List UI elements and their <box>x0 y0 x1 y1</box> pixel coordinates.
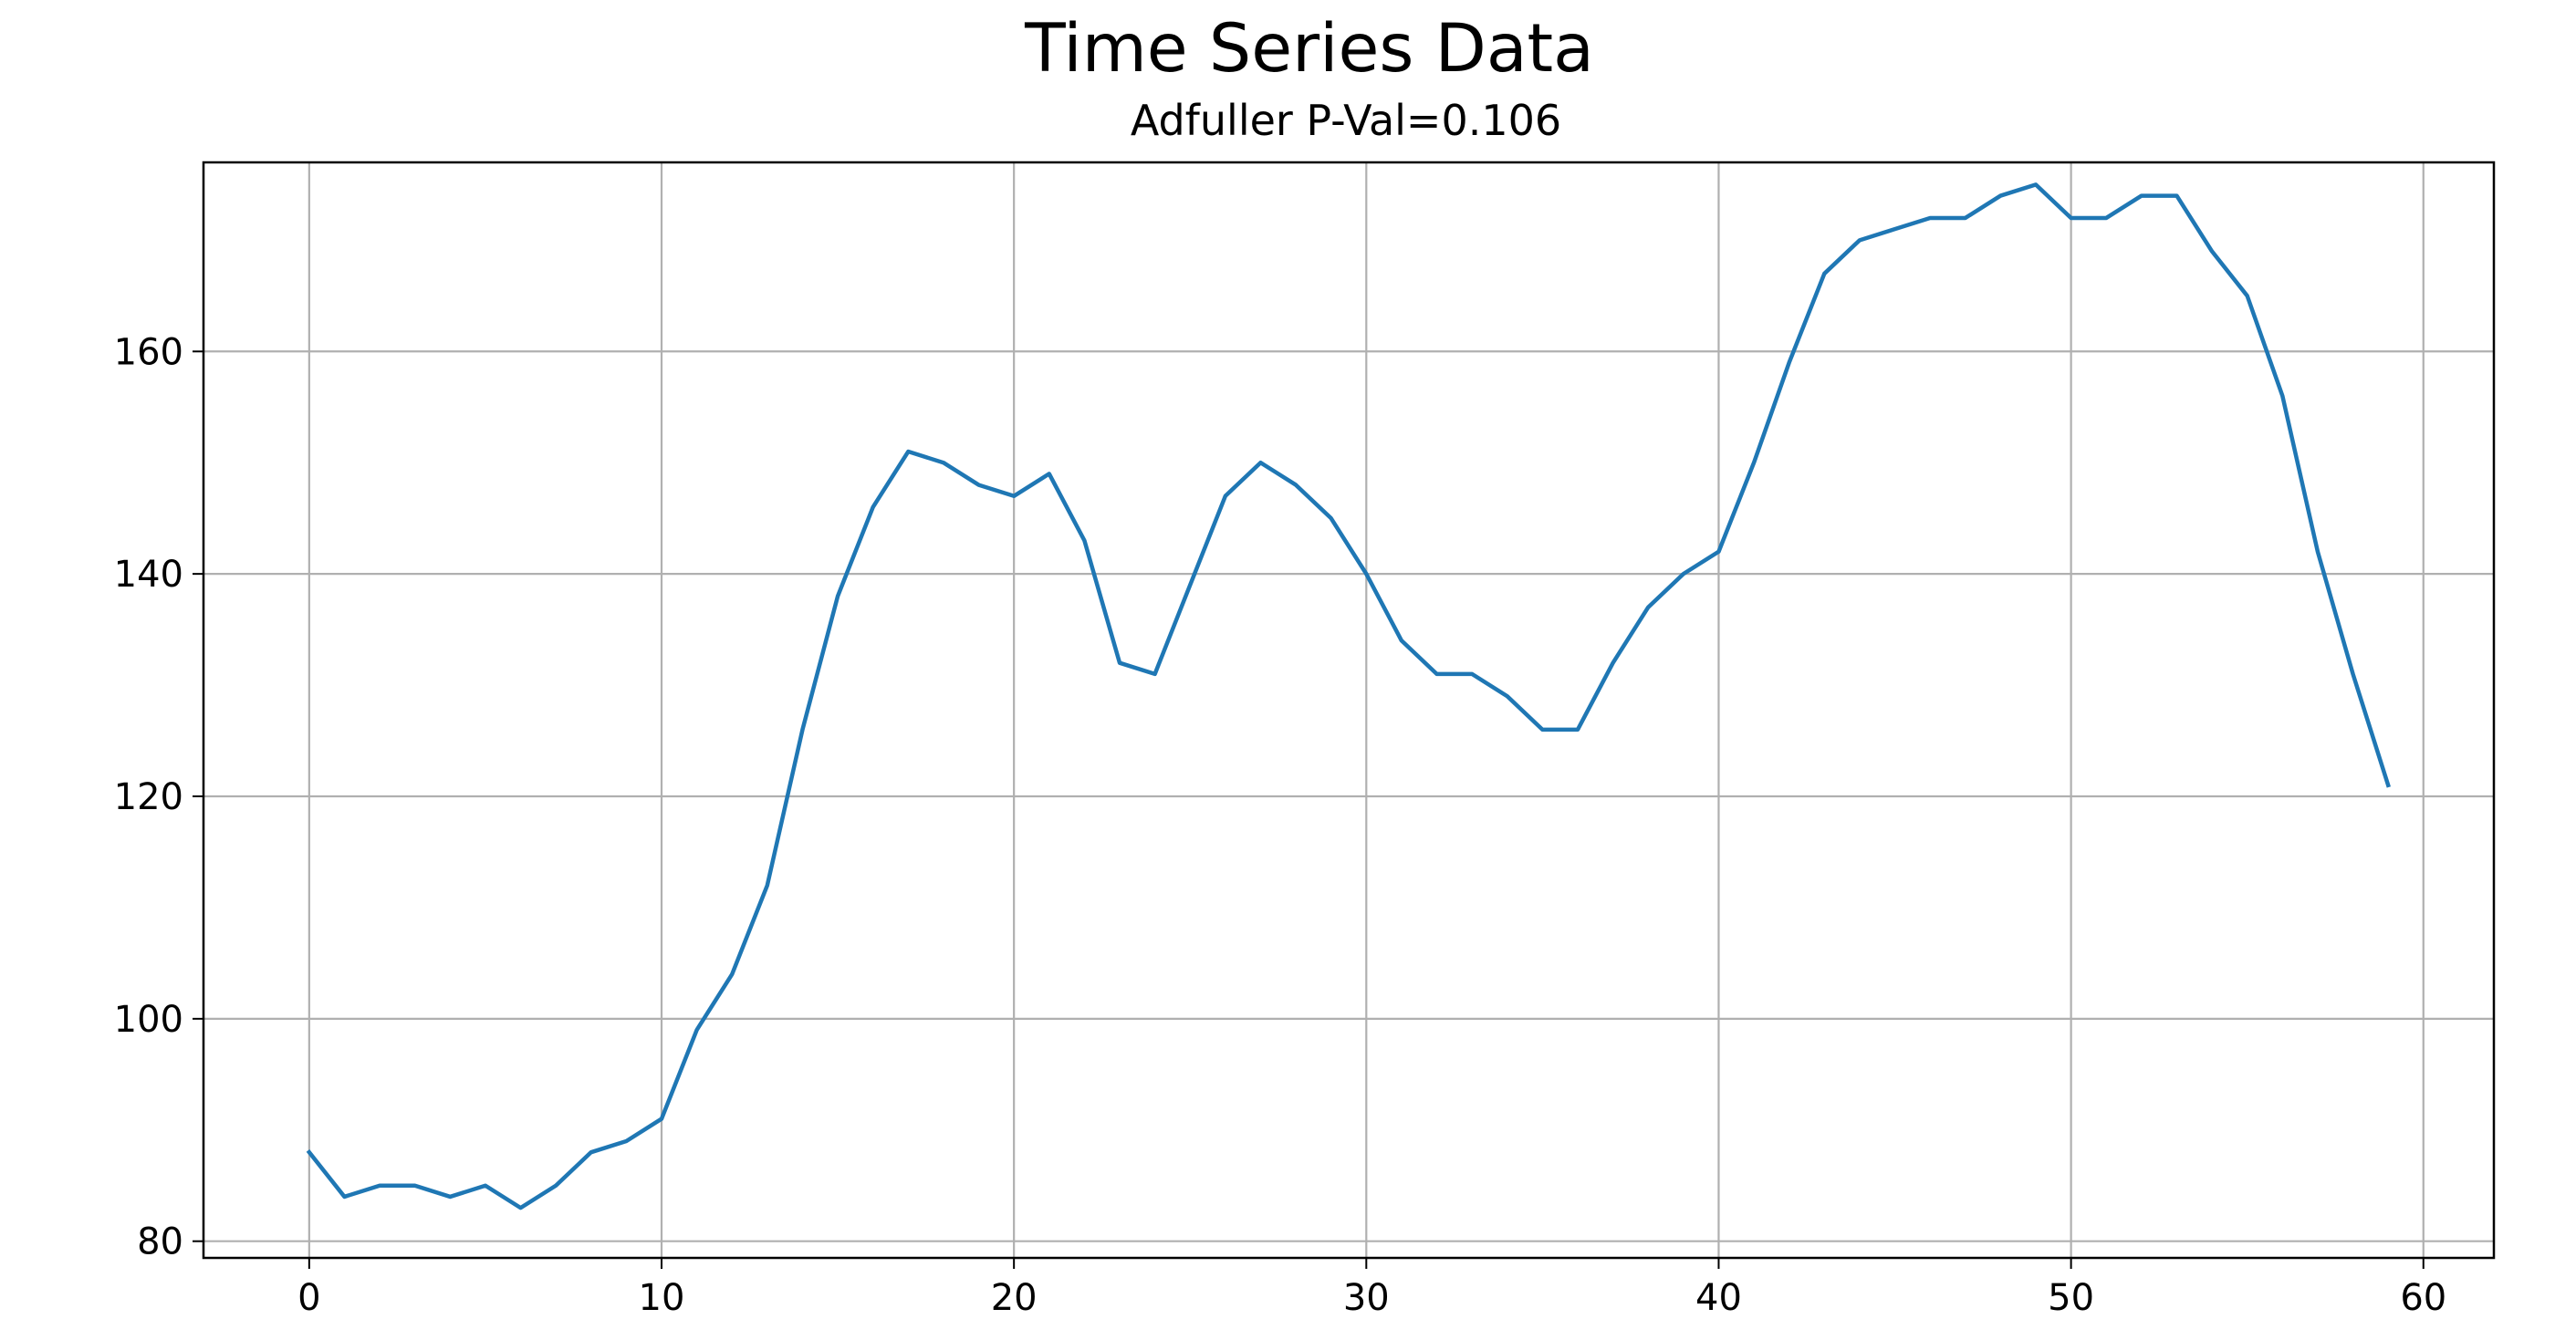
x-tick-label: 60 <box>2400 1277 2446 1319</box>
chart-subtitle: Adfuller P-Val=0.106 <box>1131 96 1561 145</box>
y-tick-label: 140 <box>114 554 183 596</box>
series-layer <box>306 182 2391 1210</box>
x-axis: 0 10 20 30 40 50 60 <box>297 1258 2446 1319</box>
x-tick-label: 30 <box>1343 1277 1390 1319</box>
x-tick-label: 10 <box>639 1277 685 1319</box>
grid <box>203 162 2494 1258</box>
x-tick-label: 40 <box>1695 1277 1742 1319</box>
y-tick-label: 80 <box>137 1221 183 1263</box>
x-tick-label: 20 <box>991 1277 1038 1319</box>
y-tick-label: 120 <box>114 776 183 818</box>
x-tick-label: 50 <box>2048 1277 2094 1319</box>
series-line <box>306 182 2391 1210</box>
plot-frame <box>202 161 2496 1260</box>
y-tick-label: 160 <box>114 331 183 373</box>
x-tick-label: 0 <box>297 1277 320 1319</box>
y-axis: 80 100 120 140 160 <box>114 331 203 1263</box>
y-tick-label: 100 <box>114 999 183 1041</box>
chart-title: Time Series Data <box>1024 10 1594 88</box>
